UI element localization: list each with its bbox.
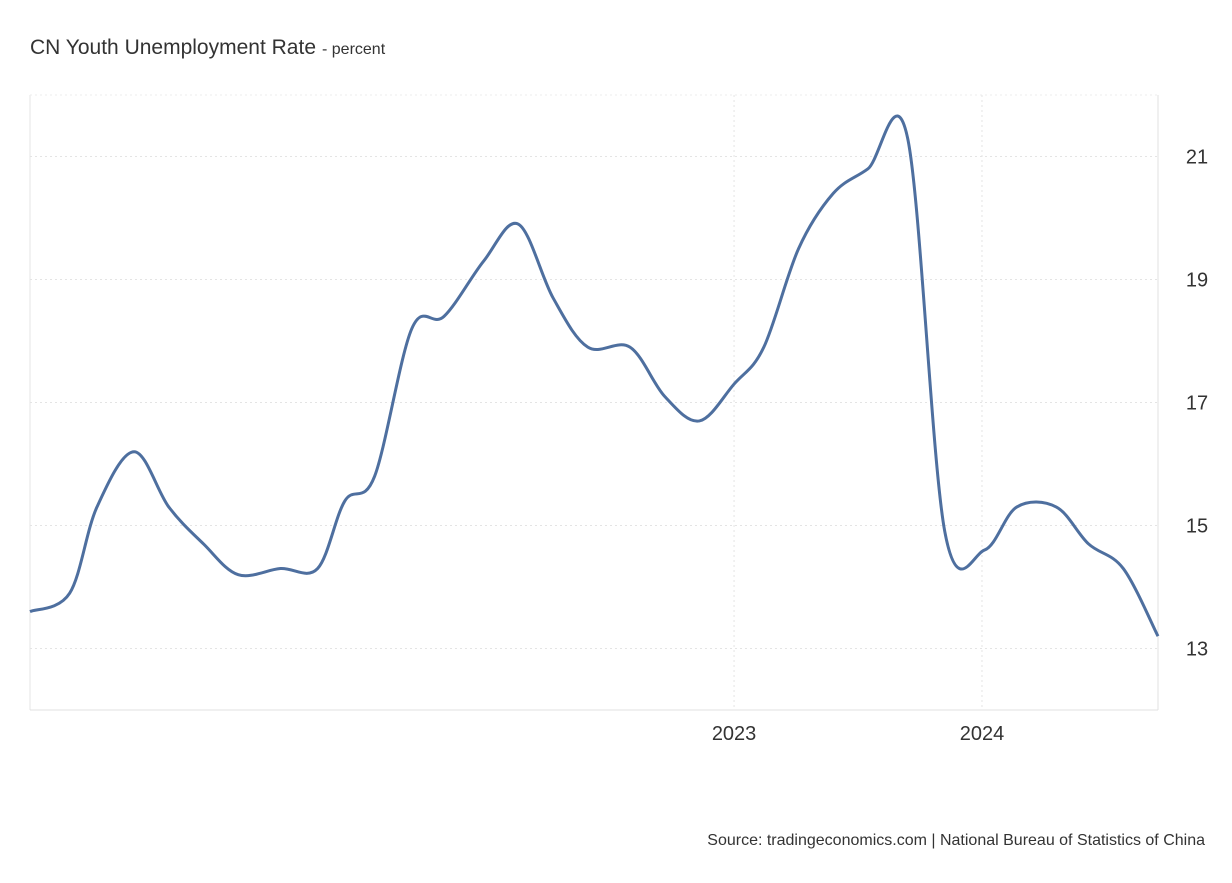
title: CN Youth Unemployment Rate — [30, 36, 316, 59]
subtitle: - percent — [322, 41, 386, 58]
y-tick-label: 21 — [1186, 147, 1208, 169]
data-line — [29, 114, 1160, 637]
chart-title: CN Youth Unemployment Rate - percent — [30, 36, 386, 59]
x-tick-label: 2023 — [712, 723, 757, 745]
y-tick-label: 17 — [1186, 393, 1208, 415]
y-tick-label: 19 — [1186, 270, 1208, 292]
source: Source: tradingeconomics.com | National … — [707, 832, 1205, 849]
y-tick-label: 13 — [1186, 639, 1208, 661]
x-tick-label: 2024 — [960, 723, 1005, 745]
y-tick-label: 15 — [1186, 516, 1208, 538]
